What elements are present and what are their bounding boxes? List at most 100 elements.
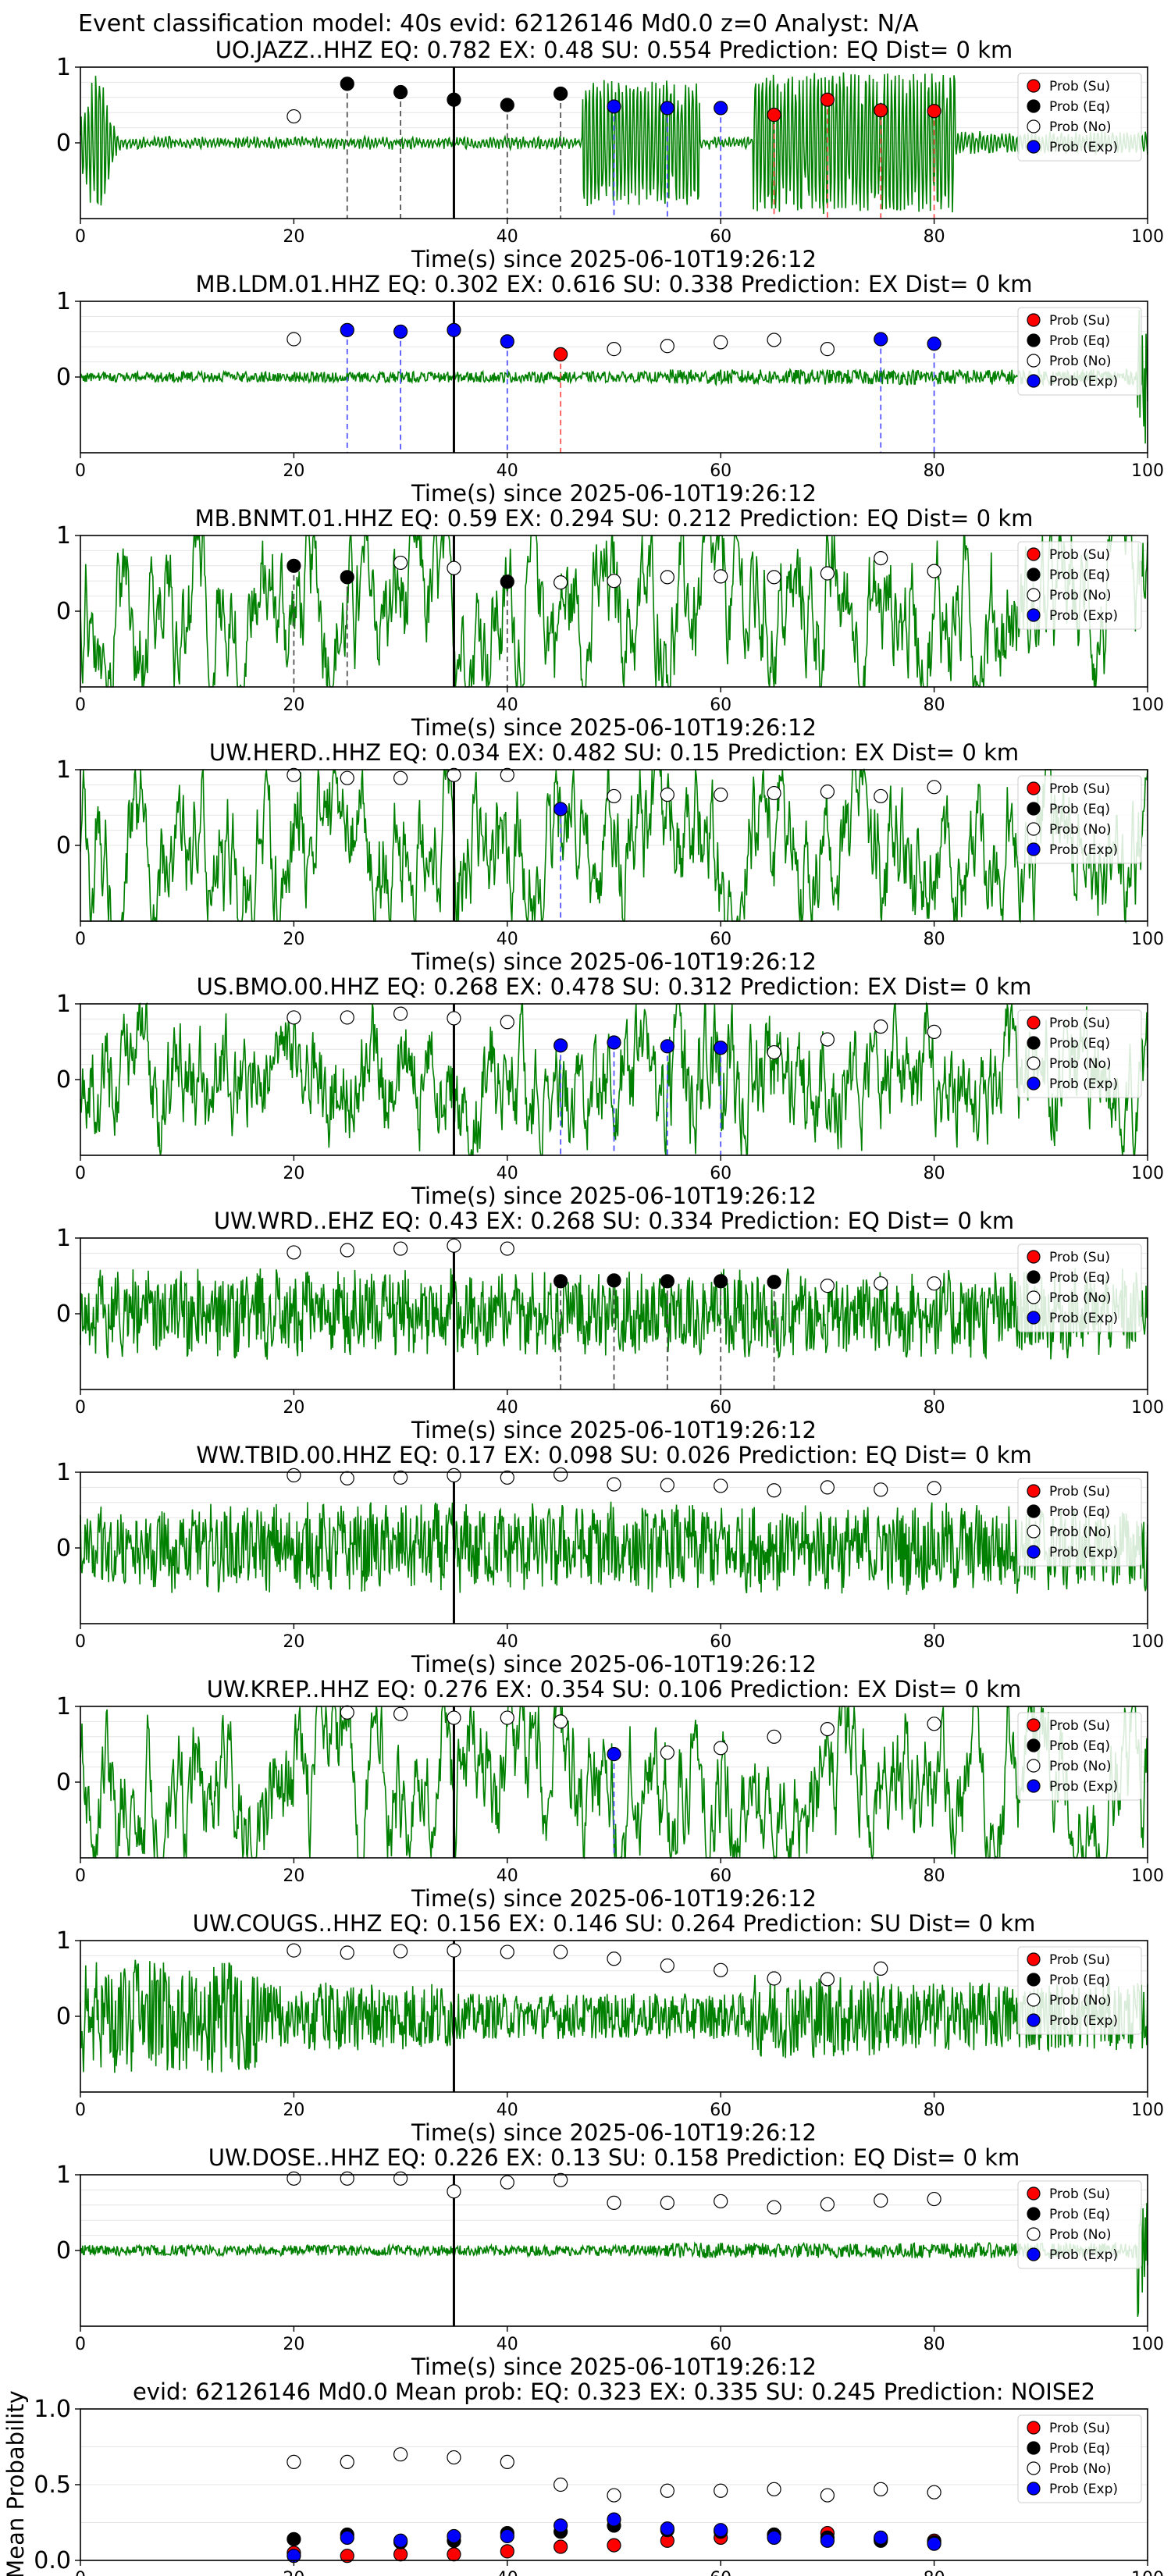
prob-marker-no (660, 1478, 674, 1493)
prob-marker-eq (340, 76, 354, 91)
prob-marker-no (287, 1943, 301, 1958)
prob-marker-no (607, 1952, 621, 1966)
figure-title: Event classification model: 40s evid: 62… (78, 10, 919, 37)
legend-marker-exp (1027, 140, 1041, 154)
prob-marker-no (447, 1468, 461, 1482)
mean-marker-su (447, 2547, 461, 2562)
prob-marker-no (820, 1032, 835, 1047)
prob-marker-no (607, 574, 621, 589)
legend-marker-no (1027, 2461, 1041, 2475)
x-tick-label: 40 (497, 2335, 518, 2354)
x-tick-label: 60 (710, 696, 731, 715)
prob-marker-no (607, 788, 621, 804)
prob-marker-no (287, 1245, 301, 1260)
prob-marker-no (553, 1714, 568, 1729)
y-axis-label: Mean Probability (2, 2390, 29, 2576)
panel-2: MB.LDM.01.HHZ EQ: 0.302 EX: 0.616 SU: 0.… (56, 271, 1164, 507)
x-tick-label: 20 (283, 1164, 304, 1183)
y-tick-label: 1.0 (34, 2396, 71, 2423)
x-tick-label: 60 (710, 227, 731, 247)
prob-marker-no (500, 2175, 514, 2190)
legend-marker-su (1027, 1484, 1041, 1498)
y-tick-label: 1 (56, 1459, 71, 1486)
legend-box (1017, 2180, 1142, 2269)
prob-marker-no (927, 1481, 941, 1496)
prob-marker-exp (927, 336, 941, 351)
mean-marker-no (500, 2454, 514, 2469)
x-tick-label: 0 (75, 2101, 86, 2120)
x-tick-label: 20 (283, 1398, 304, 1418)
x-tick-label: 20 (283, 2101, 304, 2120)
prob-marker-no (820, 785, 835, 799)
prob-marker-no (607, 342, 621, 357)
x-tick-label: 100 (1131, 2569, 1164, 2576)
legend-box (1017, 1478, 1142, 1567)
x-tick-label: 80 (924, 930, 945, 949)
legend-marker-no (1027, 119, 1041, 133)
prob-marker-no (500, 1710, 514, 1725)
prob-marker-no (660, 787, 674, 802)
panel-title: UW.WRD..EHZ EQ: 0.43 EX: 0.268 SU: 0.334… (214, 1208, 1014, 1234)
legend: Prob (Su) Prob (Eq) Prob (No) Prob (Exp) (1017, 1946, 1142, 2035)
legend-box (1017, 775, 1142, 864)
x-axis-label: Time(s) since 2025-06-10T19:26:12 (411, 2354, 817, 2380)
x-tick-label: 100 (1131, 930, 1164, 949)
prob-marker-no (714, 2194, 728, 2209)
x-tick-label: 20 (283, 227, 304, 247)
panel-title: evid: 62126146 Md0.0 Mean prob: EQ: 0.32… (133, 2379, 1095, 2405)
mean-marker-no (607, 2488, 621, 2503)
legend-label-no: Prob (No) (1049, 119, 1112, 135)
mean-marker-su (553, 2539, 568, 2554)
prob-marker-no (714, 1741, 728, 1756)
prob-marker-no (714, 569, 728, 584)
legend-marker-su (1027, 1250, 1041, 1264)
prob-marker-no (820, 1722, 835, 1737)
prob-marker-no (447, 1238, 461, 1253)
prob-marker-no (340, 2171, 354, 2186)
legend: Prob (Su) Prob (Eq) Prob (No) Prob (Exp) (1017, 1712, 1142, 1801)
x-tick-label: 60 (710, 1632, 731, 1652)
legend-label-no: Prob (No) (1049, 588, 1112, 603)
prob-marker-no (874, 788, 888, 804)
prob-marker-no (714, 787, 728, 802)
waveform (80, 310, 1148, 444)
prob-marker-no (393, 1706, 408, 1721)
legend-marker-exp (1027, 1779, 1041, 1793)
panel-title: UO.JAZZ..HHZ EQ: 0.782 EX: 0.48 SU: 0.55… (215, 37, 1013, 63)
mean-marker-su (607, 2538, 621, 2553)
panel-title: UW.KREP..HHZ EQ: 0.276 EX: 0.354 SU: 0.1… (207, 1676, 1022, 1703)
legend-label-exp: Prob (Exp) (1049, 140, 1118, 155)
x-tick-label: 40 (497, 1632, 518, 1652)
x-tick-label: 0 (75, 1164, 86, 1183)
prob-marker-su (874, 103, 888, 118)
prob-marker-no (820, 1480, 835, 1495)
prob-marker-su (767, 108, 781, 123)
legend-label-exp: Prob (Exp) (1049, 608, 1118, 624)
prob-marker-exp (553, 802, 568, 817)
x-tick-label: 100 (1131, 227, 1164, 247)
y-tick-label: 1 (56, 1927, 71, 1955)
legend-label-no: Prob (No) (1049, 1993, 1112, 2008)
mean-marker-exp (447, 2528, 461, 2544)
y-tick-label: 0.0 (34, 2547, 71, 2574)
legend: Prob (Su) Prob (Eq) Prob (No) Prob (Exp) (1017, 541, 1142, 630)
prob-marker-no (447, 767, 461, 782)
legend-marker-no (1027, 1525, 1041, 1539)
x-axis-label: Time(s) since 2025-06-10T19:26:12 (411, 1651, 817, 1678)
mean-marker-su (393, 2547, 408, 2562)
mean-marker-exp (393, 2533, 408, 2548)
prob-marker-no (500, 1470, 514, 1485)
prob-marker-eq (607, 1273, 621, 1288)
prob-marker-no (393, 555, 408, 571)
legend-marker-su (1027, 1952, 1041, 1966)
legend-marker-eq (1027, 568, 1041, 582)
legend-marker-exp (1027, 1545, 1041, 1559)
y-tick-label: 0 (56, 832, 71, 859)
legend-marker-su (1027, 781, 1041, 795)
panel-1: UO.JAZZ..HHZ EQ: 0.782 EX: 0.48 SU: 0.55… (56, 37, 1164, 272)
prob-marker-no (447, 1710, 461, 1725)
prob-marker-no (660, 1745, 674, 1760)
prob-marker-no (927, 2191, 941, 2207)
prob-marker-no (767, 1483, 781, 1498)
y-tick-label: 0 (56, 1300, 71, 1328)
